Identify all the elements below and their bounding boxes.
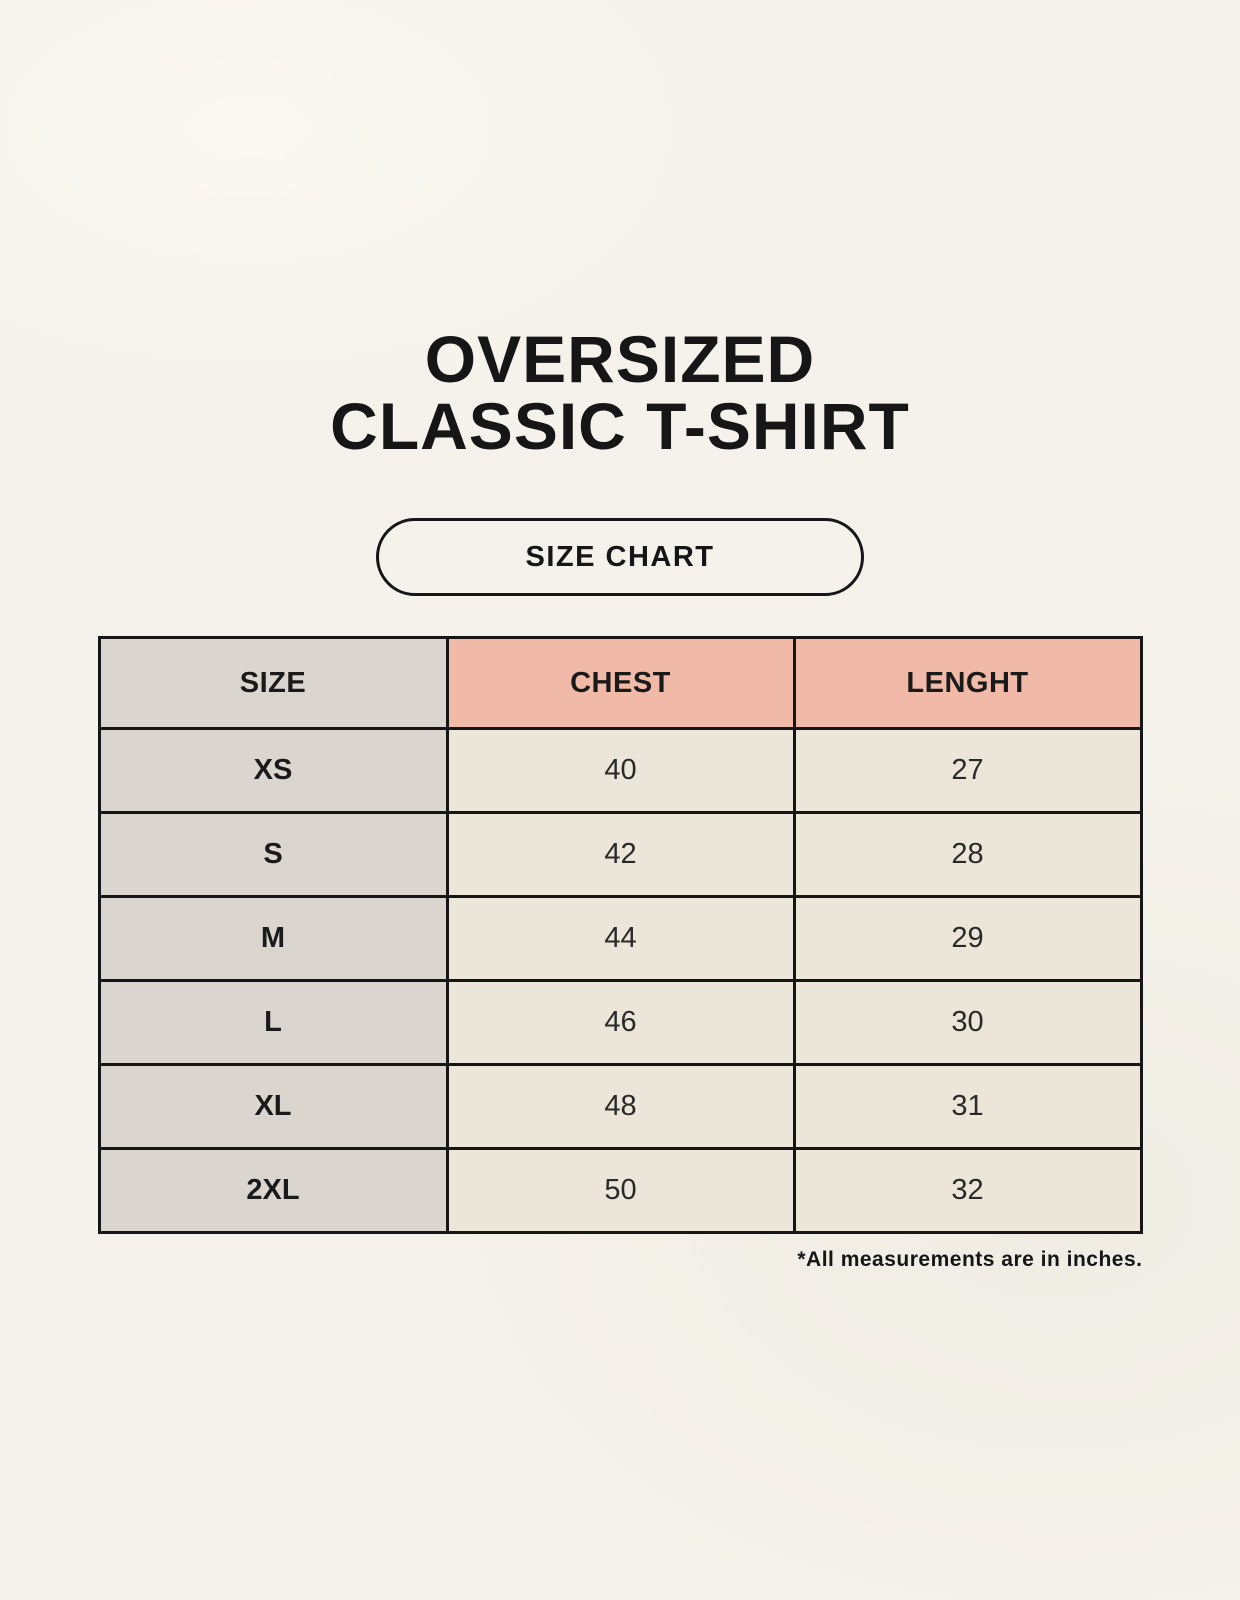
table-row: M 44 29	[97, 895, 1143, 982]
size-cell: L	[97, 979, 449, 1066]
table-row: S 42 28	[97, 811, 1143, 898]
length-cell: 27	[792, 727, 1143, 814]
length-cell: 31	[792, 1063, 1143, 1150]
size-chart-table: SIZE CHEST LENGHT XS 40 27 S 42 28 M 44 …	[97, 636, 1143, 1234]
length-cell: 28	[792, 811, 1143, 898]
measurements-footnote: *All measurements are in inches.	[797, 1248, 1143, 1271]
chest-cell: 50	[445, 1147, 796, 1234]
page-title-line1: OVERSIZED	[424, 322, 816, 396]
chest-cell: 46	[445, 979, 796, 1066]
size-cell: XL	[97, 1063, 449, 1150]
header-size: SIZE	[97, 636, 449, 730]
size-chart-button[interactable]: SIZE CHART	[376, 518, 864, 596]
table-row: XS 40 27	[97, 727, 1143, 814]
chest-cell: 48	[445, 1063, 796, 1150]
size-cell: 2XL	[97, 1147, 449, 1234]
page-title: OVERSIZED CLASSIC T-SHIRT	[0, 326, 1240, 460]
header-length: LENGHT	[792, 636, 1143, 730]
length-cell: 32	[792, 1147, 1143, 1234]
size-chart-button-wrapper: SIZE CHART	[0, 518, 1240, 596]
length-cell: 29	[792, 895, 1143, 982]
table-header-row: SIZE CHEST LENGHT	[97, 636, 1143, 730]
size-cell: XS	[97, 727, 449, 814]
table-row: XL 48 31	[97, 1063, 1143, 1150]
chest-cell: 44	[445, 895, 796, 982]
page-title-line2: CLASSIC T-SHIRT	[330, 389, 910, 463]
header-chest: CHEST	[445, 636, 796, 730]
table-row: L 46 30	[97, 979, 1143, 1066]
length-cell: 30	[792, 979, 1143, 1066]
table-row: 2XL 50 32	[97, 1147, 1143, 1234]
chest-cell: 42	[445, 811, 796, 898]
chest-cell: 40	[445, 727, 796, 814]
size-cell: S	[97, 811, 449, 898]
size-cell: M	[97, 895, 449, 982]
